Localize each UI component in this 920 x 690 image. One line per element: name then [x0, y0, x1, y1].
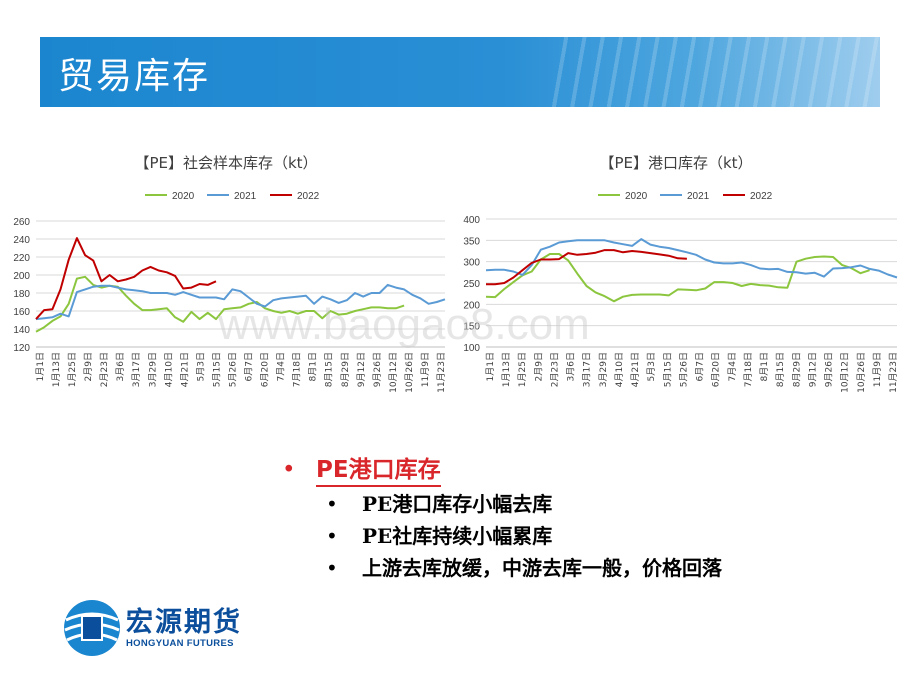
x-tick-label: 2月9日: [533, 352, 544, 381]
x-tick-label: 6月20日: [711, 352, 722, 387]
x-tick-label: 4月21日: [630, 352, 641, 387]
sub-bullet-1: PE港口库存小幅去库: [282, 488, 882, 520]
chart-2: 【PE】港口库存（kt） 2020 2021 2022 100 150 200 250 300 3…: [463, 154, 899, 393]
x-tick-label: 5月26日: [227, 352, 238, 387]
chart-title: 【PE】港口库存（kt）: [599, 154, 752, 172]
title-banner: 贸易库存: [40, 37, 880, 107]
x-tick-label: 3月17日: [131, 352, 142, 387]
x-tick-label: 2月23日: [549, 352, 560, 387]
x-tick-label: 1月1日: [485, 352, 496, 381]
x-tick-label: 2月9日: [83, 352, 94, 381]
x-tick-label: 5月3日: [195, 352, 206, 381]
main-bullet-text: PE港口库存: [316, 455, 441, 487]
y-tick-label: 100: [463, 343, 480, 354]
x-tick-label: 11月9日: [872, 352, 883, 387]
y-tick-label: 200: [13, 271, 30, 282]
x-tick-label: 11月23日: [436, 352, 447, 393]
logo-chinese-name: 宏源期货: [126, 607, 242, 638]
x-tick-label: 10月12日: [840, 352, 851, 393]
series-line-2022: [35, 237, 217, 320]
y-tick-label: 250: [463, 279, 480, 290]
x-tick-label: 8月29日: [791, 352, 802, 387]
x-tick-label: 5月3日: [646, 352, 657, 381]
y-tick-label: 350: [463, 236, 480, 247]
x-tick-label: 4月21日: [179, 352, 190, 387]
x-tick-label: 1月13日: [51, 352, 62, 387]
series-line-2022: [486, 249, 687, 286]
x-tick-label: 7月18日: [743, 352, 754, 387]
logo-english-name: HONGYUAN FUTURES: [126, 638, 234, 649]
x-tick-label: 4月10日: [614, 352, 625, 387]
x-tick-label: 5月26日: [678, 352, 689, 387]
legend-label-2022: 2022: [297, 191, 320, 202]
y-tick-label: 260: [13, 217, 30, 228]
sub-bullet-3: 上游去库放缓，中游去库一般，价格回落: [282, 552, 882, 584]
x-tick-label: 3月6日: [115, 352, 126, 381]
x-tick-label: 3月29日: [598, 352, 609, 387]
x-tick-label: 4月10日: [163, 352, 174, 387]
legend-label-2020: 2020: [172, 191, 195, 202]
x-tick-label: 10月26日: [404, 352, 415, 393]
x-tick-label: 3月6日: [566, 352, 577, 381]
series-line-2021: [35, 283, 446, 321]
x-tick-label: 10月26日: [856, 352, 867, 393]
x-tick-label: 7月4日: [276, 352, 287, 381]
x-tick-label: 3月17日: [582, 352, 593, 387]
x-tick-label: 6月7日: [695, 352, 706, 381]
x-tick-label: 11月23日: [888, 352, 899, 393]
x-tick-label: 7月4日: [727, 352, 738, 381]
logo-icon: [64, 600, 120, 656]
legend-label-2021: 2021: [687, 191, 710, 202]
y-tick-label: 120: [13, 343, 30, 354]
y-tick-label: 150: [463, 322, 480, 333]
banner-decoration: [550, 37, 880, 107]
y-tick-label: 140: [13, 325, 30, 336]
x-tick-label: 9月26日: [372, 352, 383, 387]
x-tick-label: 2月23日: [99, 352, 110, 387]
x-tick-label: 8月1日: [759, 352, 770, 381]
x-tick-label: 3月29日: [147, 352, 158, 387]
watermark: www.baogao8.com: [218, 300, 590, 349]
y-tick-label: 160: [13, 307, 30, 318]
x-tick-label: 10月12日: [388, 352, 399, 393]
x-tick-label: 6月7日: [244, 352, 255, 381]
x-tick-label: 5月15日: [211, 352, 222, 387]
bullet-list: PE港口库存 PE港口库存小幅去库 PE社库持续小幅累库 上游去库放缓，中游去库…: [282, 452, 882, 584]
slide-title: 贸易库存: [58, 56, 211, 97]
x-tick-label: 1月25日: [67, 352, 78, 387]
x-tick-label: 1月1日: [35, 352, 46, 381]
x-tick-label: 7月18日: [292, 352, 303, 387]
sub-bullet-2: PE社库持续小幅累库: [282, 520, 882, 552]
x-tick-label: 6月20日: [260, 352, 271, 387]
y-tick-label: 400: [463, 215, 480, 226]
x-tick-label: 11月9日: [420, 352, 431, 387]
x-tick-label: 1月25日: [517, 352, 528, 387]
company-logo: 宏源期货 HONGYUAN FUTURES: [62, 598, 262, 658]
x-tick-label: 5月15日: [662, 352, 673, 387]
x-tick-label: 1月13日: [501, 352, 512, 387]
x-tick-label: 8月1日: [308, 352, 319, 381]
y-tick-label: 180: [13, 289, 30, 300]
legend-label-2020: 2020: [625, 191, 648, 202]
legend-label-2022: 2022: [750, 191, 773, 202]
main-bullet: PE港口库存: [282, 452, 882, 488]
x-tick-label: 8月15日: [775, 352, 786, 387]
series-line-2020: [485, 253, 870, 303]
series-line-2021: [485, 238, 898, 279]
chart-title: 【PE】社会样本库存（kt）: [134, 154, 317, 172]
x-tick-label: 8月29日: [340, 352, 351, 387]
x-tick-label: 9月26日: [824, 352, 835, 387]
y-tick-label: 300: [463, 258, 480, 269]
x-tick-label: 9月12日: [807, 352, 818, 387]
legend-label-2021: 2021: [234, 191, 257, 202]
x-tick-label: 8月15日: [324, 352, 335, 387]
y-tick-label: 200: [463, 300, 480, 311]
x-tick-label: 9月12日: [356, 352, 367, 387]
y-tick-label: 220: [13, 253, 30, 264]
chart-1: 【PE】社会样本库存（kt） 2020 2021 2022 120 140 160 180 20…: [13, 154, 447, 393]
y-tick-label: 240: [13, 235, 30, 246]
